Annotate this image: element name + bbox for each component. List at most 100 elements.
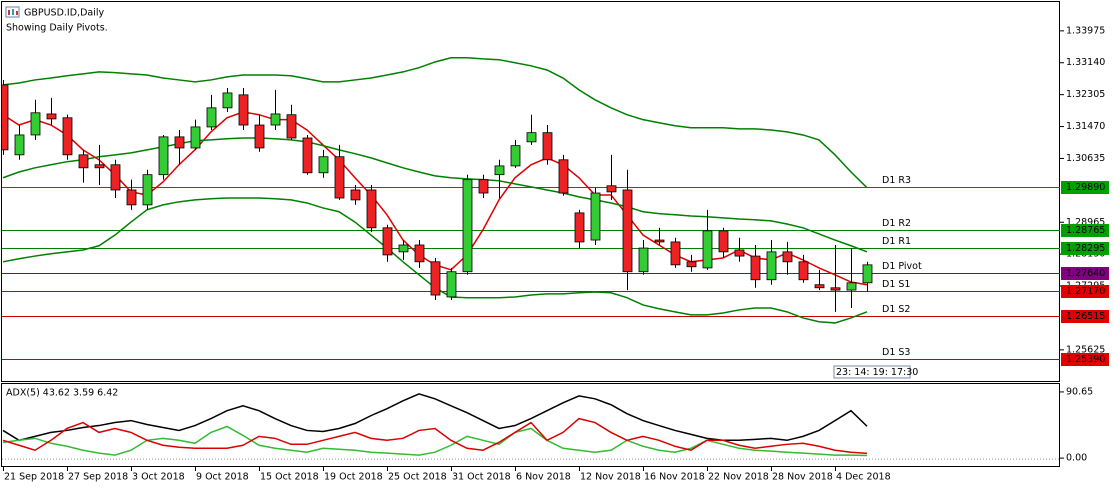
candle-body <box>558 159 569 194</box>
x-tick-label: 21 Sep 2018 <box>4 472 64 483</box>
candle-body <box>46 113 57 120</box>
candle-body <box>14 134 25 156</box>
line-series <box>2 137 868 253</box>
y-tick-label: 90.65 <box>1066 386 1093 397</box>
candle-body <box>382 227 393 256</box>
y-tick-label: 1.33140 <box>1066 57 1105 68</box>
candle-body <box>2 84 9 151</box>
line-series <box>2 57 868 189</box>
candle-body <box>110 164 121 191</box>
candle-body <box>766 251 777 281</box>
candle-body <box>270 113 281 126</box>
pivot-level-name: D1 R3 <box>882 175 911 186</box>
price-badge-label: 1.28295 <box>1066 243 1105 254</box>
candle-body <box>142 174 153 206</box>
price-badge-label: 1.27640 <box>1066 268 1105 279</box>
candle-body <box>622 189 633 273</box>
chart-subtitle: Showing Daily Pivots. <box>6 23 108 34</box>
x-tick-label: 31 Oct 2018 <box>452 472 511 483</box>
price-badge-label: 1.26515 <box>1066 311 1105 322</box>
candle-body <box>158 136 169 176</box>
price-badge <box>1061 181 1109 194</box>
x-tick-label: 27 Sep 2018 <box>68 472 128 483</box>
y-tick-label: 1.32305 <box>1066 89 1105 100</box>
x-tick-label: 9 Oct 2018 <box>196 472 249 483</box>
candle-body <box>814 284 825 289</box>
candle-body <box>398 244 409 253</box>
price-badge <box>1061 353 1109 366</box>
candle-body <box>334 156 345 199</box>
main-plot: D1 R3 D1 R2 D1 R1 D1 Pivot D1 S1 D1 S2 D1 S3 <box>2 57 1060 360</box>
candle-body <box>686 261 697 268</box>
price-badge <box>1061 267 1109 280</box>
y-tick-label: 1.25625 <box>1066 344 1105 355</box>
x-tick-label: 16 Nov 2018 <box>644 472 705 483</box>
candle-body <box>590 192 601 241</box>
y-tick-label: 1.28965 <box>1066 217 1105 228</box>
candle-body <box>702 230 713 269</box>
x-tick-label: 6 Nov 2018 <box>516 472 571 483</box>
pivot-level-name: D1 R1 <box>882 236 911 247</box>
x-tick-label: 22 Nov 2018 <box>708 472 769 483</box>
candle-body <box>366 189 377 229</box>
x-tick-label: 15 Oct 2018 <box>260 472 319 483</box>
price-badge <box>1061 224 1109 237</box>
candle-body <box>430 261 441 296</box>
candle-body <box>302 137 313 174</box>
x-tick-label: 19 Oct 2018 <box>324 472 383 483</box>
x-tick-label: 28 Nov 2018 <box>772 472 833 483</box>
candle-body <box>94 164 105 169</box>
candle-body <box>830 287 841 291</box>
symbol-icon <box>5 6 20 18</box>
candle-body <box>174 136 185 149</box>
candle-body <box>574 212 585 243</box>
x-tick-label: 4 Dec 2018 <box>836 472 891 483</box>
y-tick-label: 1.30635 <box>1066 153 1105 164</box>
candle-body <box>350 189 361 201</box>
chart-title: GBPUSD.ID,Daily <box>24 8 104 19</box>
price-badge-label: 1.29890 <box>1066 182 1105 193</box>
candle-body <box>606 185 617 193</box>
x-tick-label: 3 Oct 2018 <box>132 472 185 483</box>
y-tick-label: 0.00 <box>1066 453 1087 464</box>
candle-body <box>542 132 553 161</box>
pivot-level-name: D1 S2 <box>882 304 910 315</box>
candle-body <box>510 145 521 167</box>
price-badge <box>1061 310 1109 323</box>
candle-body <box>782 251 793 263</box>
candle-body <box>254 124 265 149</box>
timer: 23: 14: 19: 17:30 <box>836 367 918 378</box>
adx-title: ADX(5) 43.62 3.59 6.42 <box>6 388 118 399</box>
candle-body <box>718 230 729 253</box>
candle-body <box>222 92 233 109</box>
x-tick-label: 12 Nov 2018 <box>580 472 641 483</box>
candle-body <box>638 247 649 273</box>
candle-body <box>478 179 489 194</box>
pivot-level-name: D1 Pivot <box>882 261 922 272</box>
candle-body <box>526 132 537 143</box>
adx-pane <box>1 383 1060 467</box>
candle-body <box>446 271 457 298</box>
candle-body <box>846 282 857 291</box>
price-badge-label: 1.25390 <box>1066 354 1105 365</box>
timer-box <box>833 365 911 379</box>
candle-body <box>30 112 41 136</box>
candle-body <box>286 114 297 139</box>
candle-body <box>414 244 425 263</box>
candle-body <box>750 255 761 281</box>
candle-body <box>62 117 73 156</box>
candle-body <box>798 261 809 281</box>
pivot-level-name: D1 S1 <box>882 279 910 290</box>
candle-body <box>238 94 249 126</box>
adx-plot <box>2 393 1060 460</box>
candle-body <box>126 189 137 206</box>
price-badge-label: 1.28765 <box>1066 225 1105 236</box>
price-badge-label: 1.27170 <box>1066 286 1105 297</box>
y-tick-label: 1.31470 <box>1066 121 1105 132</box>
candle-body <box>206 107 217 128</box>
line-series <box>2 417 868 455</box>
candle-body <box>654 239 665 243</box>
candle-body <box>734 249 745 257</box>
